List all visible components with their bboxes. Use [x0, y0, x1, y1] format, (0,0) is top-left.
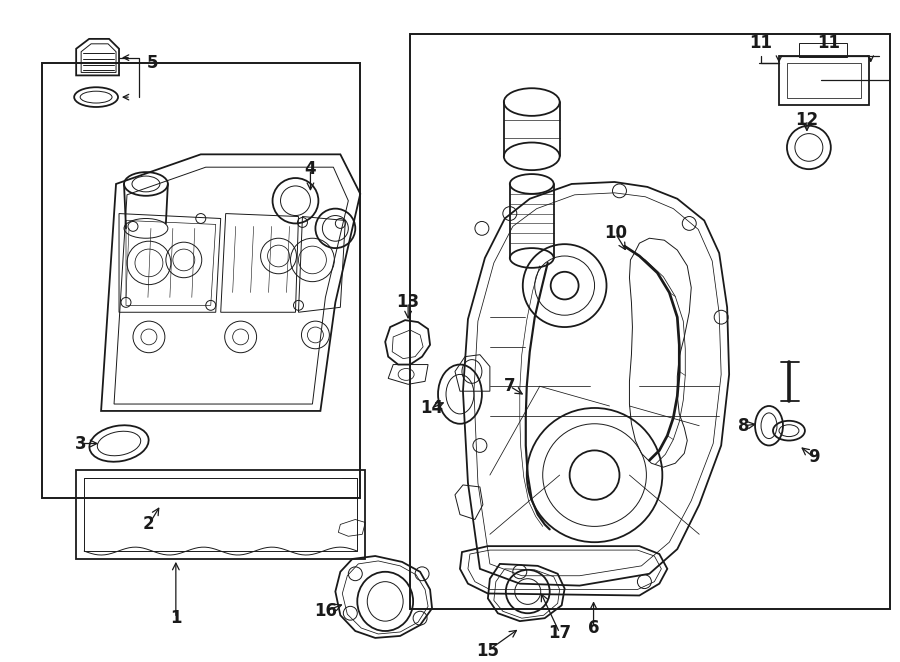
Text: 11: 11: [817, 34, 841, 52]
Text: 7: 7: [504, 377, 516, 395]
Text: 17: 17: [548, 624, 572, 642]
Text: 15: 15: [476, 641, 500, 660]
Text: 8: 8: [738, 417, 750, 435]
Text: 5: 5: [147, 54, 158, 71]
Text: 2: 2: [143, 516, 155, 534]
Text: 4: 4: [304, 160, 316, 178]
Text: 13: 13: [397, 293, 419, 311]
Text: 1: 1: [170, 609, 182, 627]
Text: 11: 11: [750, 34, 772, 52]
Text: 6: 6: [588, 619, 599, 637]
Text: 16: 16: [314, 602, 337, 620]
Text: 10: 10: [604, 224, 627, 242]
Text: 3: 3: [76, 434, 87, 453]
Text: 12: 12: [796, 111, 818, 129]
Text: 9: 9: [808, 448, 820, 466]
Text: 14: 14: [420, 399, 444, 417]
